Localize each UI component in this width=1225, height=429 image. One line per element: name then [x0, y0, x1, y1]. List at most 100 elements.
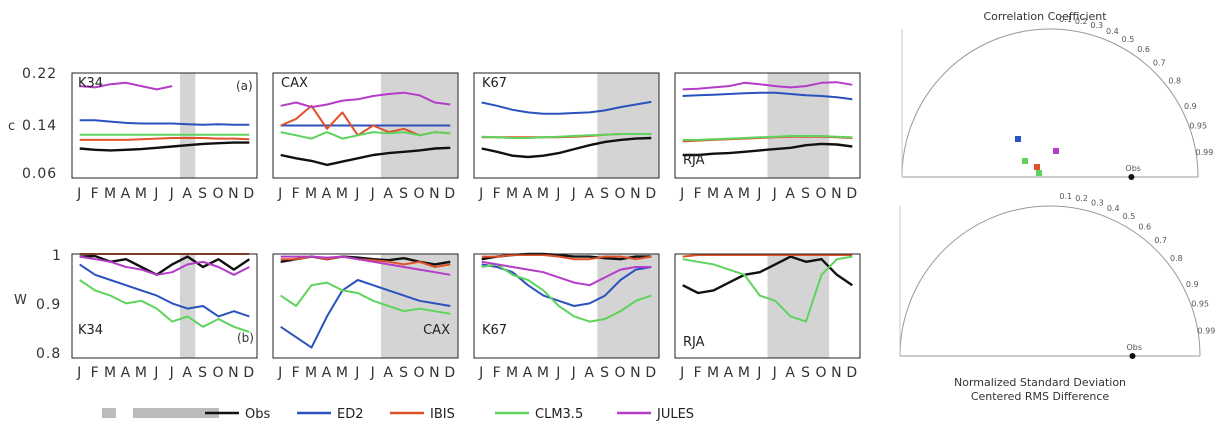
- month-tick-label: O: [614, 365, 626, 381]
- series-ed2-line: [682, 91, 853, 101]
- month-tick-label: J: [354, 365, 360, 381]
- month-tick-label: M: [707, 186, 720, 202]
- taylor-model-point: [1022, 158, 1028, 164]
- taylor-top-title: Correlation Coefficient: [983, 10, 1107, 23]
- month-tick-label: D: [444, 365, 456, 381]
- month-tick-label: A: [523, 365, 534, 381]
- month-tick-label: J: [679, 186, 685, 202]
- correlation-tick-label: 0.6: [1138, 223, 1151, 232]
- correlation-tick-label: 0.99: [1195, 148, 1213, 157]
- dry-season-shade: [179, 254, 196, 358]
- y-tick-top-2: 0.06: [22, 166, 57, 182]
- y-axis-label-bottom: W: [14, 293, 27, 308]
- taylor-model-point: [1034, 164, 1040, 170]
- month-tick-label: S: [198, 186, 208, 202]
- series-clm35-line: [481, 133, 652, 139]
- month-tick-label: D: [243, 186, 255, 202]
- taylor-diagram-1: 0.99 0.95 0.9 0.80.70.60.50.40.30.20.1 Obs: [901, 15, 1213, 180]
- y-tick-bottom-1: 0.9: [36, 297, 61, 313]
- correlation-tick-label: 0.7: [1153, 59, 1166, 68]
- month-tick-label: A: [785, 365, 796, 381]
- series-ed2-line: [481, 100, 652, 115]
- month-tick-label: A: [322, 365, 333, 381]
- month-tick-label: M: [506, 186, 519, 202]
- month-tick-label: J: [679, 365, 685, 381]
- month-tick-label: M: [537, 365, 550, 381]
- series-obs-line: [682, 142, 853, 157]
- month-tick-label: M: [707, 365, 720, 381]
- month-tick-label: A: [322, 186, 333, 202]
- site-label: K67: [482, 76, 507, 91]
- y-tick-top-0: 0.22: [22, 66, 57, 82]
- month-tick-label: A: [121, 365, 132, 381]
- plot-frame: [473, 253, 660, 359]
- series-ibis-line: [481, 254, 652, 261]
- site-label: RJA: [683, 153, 705, 168]
- series-jules-line: [280, 255, 451, 276]
- month-tick-label: A: [383, 365, 394, 381]
- y-tick-bottom-0: 1: [52, 248, 62, 264]
- series-obs-line: [280, 146, 451, 167]
- legend: Obs ED2 IBIS CLM3.5 JULES: [102, 407, 694, 422]
- series-ibis-line: [79, 137, 250, 141]
- month-tick-label: J: [277, 365, 283, 381]
- site-label: CAX: [423, 323, 450, 338]
- month-tick-label: F: [493, 186, 502, 202]
- month-tick-label: M: [104, 186, 117, 202]
- correlation-tick-label: 0.2: [1075, 17, 1088, 26]
- y-axis-label-top: c: [8, 119, 15, 134]
- series-jules-line: [280, 91, 451, 109]
- month-tick-label: A: [785, 186, 796, 202]
- legend-label-clm35: CLM3.5: [535, 407, 583, 422]
- legend-label-jules: JULES: [656, 407, 694, 422]
- month-tick-label: O: [815, 186, 827, 202]
- correlation-tick-label: 0.6: [1137, 45, 1150, 54]
- month-tick-label: N: [429, 365, 440, 381]
- dry-season-shade: [179, 73, 196, 178]
- correlation-tick-label: 0.1: [1059, 15, 1072, 24]
- plot-frame: [272, 253, 459, 359]
- series-jules-line: [79, 81, 173, 91]
- month-tick-label: A: [724, 186, 735, 202]
- month-tick-label: M: [738, 365, 751, 381]
- legend-label-obs: Obs: [245, 407, 270, 422]
- month-tick-label: J: [153, 365, 159, 381]
- month-tick-label: A: [182, 365, 193, 381]
- month-tick-label: M: [104, 365, 117, 381]
- month-tick-label: S: [801, 186, 811, 202]
- month-tick-label: M: [738, 186, 751, 202]
- series-clm35-line: [79, 279, 250, 333]
- month-tick-label: J: [756, 186, 762, 202]
- dry-season-shade: [597, 73, 659, 178]
- series-ed2-line: [79, 119, 250, 126]
- month-tick-label: D: [645, 186, 657, 202]
- month-tick-label: M: [506, 365, 519, 381]
- month-tick-label: D: [846, 365, 858, 381]
- taylor-bottom-title-1: Normalized Standard Deviation: [954, 376, 1126, 389]
- month-tick-label: J: [76, 186, 82, 202]
- correlation-tick-label: 0.8: [1170, 254, 1183, 263]
- month-tick-label: J: [370, 365, 376, 381]
- panel-tag-b: (b): [237, 331, 254, 345]
- month-tick-label: J: [772, 186, 778, 202]
- month-tick-label: F: [91, 365, 100, 381]
- month-tick-label: N: [228, 186, 239, 202]
- series-jules-line: [682, 81, 853, 91]
- month-tick-label: F: [292, 186, 301, 202]
- series-obs-line: [481, 136, 652, 159]
- month-tick-label: N: [831, 365, 842, 381]
- month-tick-label: O: [413, 186, 425, 202]
- month-tick-label: O: [413, 365, 425, 381]
- correlation-tick-label: 0.2: [1075, 194, 1088, 203]
- plot-frame: [272, 72, 459, 179]
- month-tick-label: O: [815, 365, 827, 381]
- correlation-tick-label: 0.9: [1184, 102, 1197, 111]
- taylor-bottom-title-2: Centered RMS Difference: [971, 390, 1110, 403]
- month-tick-label: J: [571, 365, 577, 381]
